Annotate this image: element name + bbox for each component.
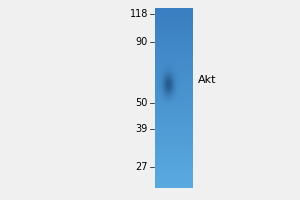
Text: 50: 50 bbox=[136, 98, 148, 108]
Text: 39: 39 bbox=[136, 124, 148, 134]
Text: 118: 118 bbox=[130, 9, 148, 19]
Text: 90: 90 bbox=[136, 37, 148, 47]
Text: 27: 27 bbox=[136, 162, 148, 172]
Text: Akt: Akt bbox=[198, 75, 217, 85]
